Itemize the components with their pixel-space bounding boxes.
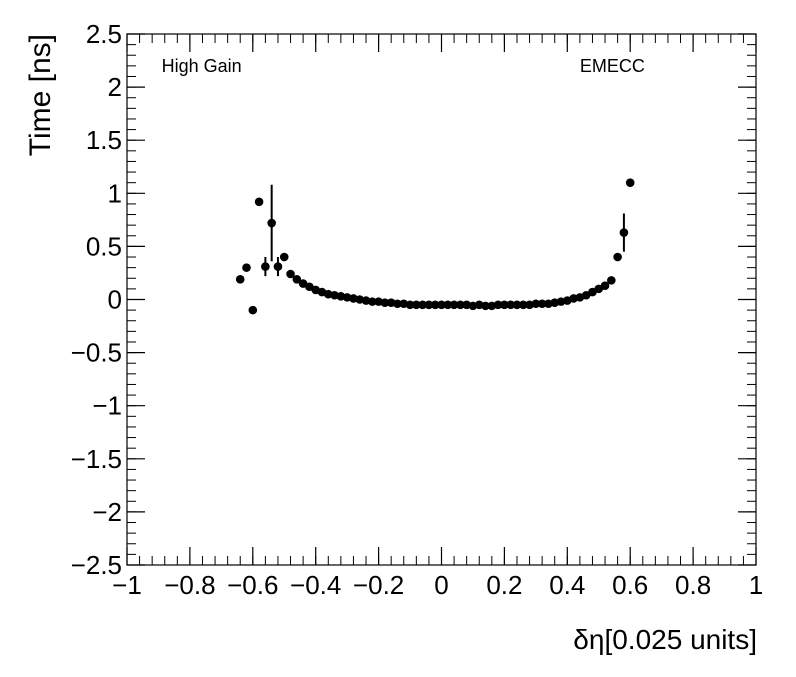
data-point	[493, 300, 503, 310]
data-point	[248, 305, 258, 315]
x-tick-label: 0.4	[549, 570, 585, 600]
x-axis-ticks	[126, 34, 757, 565]
data-point	[607, 276, 616, 285]
y-tick-label: 2	[108, 72, 122, 102]
x-tick-label: −0.8	[164, 570, 215, 600]
data-point	[405, 300, 415, 310]
y-tick-label: −2.5	[71, 550, 122, 580]
x-tick-label: −0.6	[227, 570, 278, 600]
data-point	[430, 300, 440, 310]
data-point	[418, 300, 427, 310]
data-point	[531, 299, 541, 309]
y-tick-label: 0.5	[86, 231, 122, 261]
data-point	[437, 300, 446, 310]
y-tick-label: 2.5	[86, 19, 122, 49]
x-tick-label: 1	[749, 570, 763, 600]
data-point	[368, 297, 377, 306]
x-axis-tick-labels: −1 −0.8 −0.6 −0.4 −0.2 0 0.2 0.4 0.6 0.8 1	[112, 570, 763, 600]
data-point	[518, 300, 528, 310]
data-point	[625, 178, 635, 187]
annotations: High Gain EMECC	[162, 56, 645, 76]
data-point	[261, 262, 270, 271]
data-point	[512, 300, 522, 310]
x-tick-label: −1	[112, 570, 142, 600]
y-tick-label: −1	[92, 391, 122, 421]
x-axis-label: δη[0.025 units]	[573, 624, 757, 655]
x-tick-label: 0.2	[486, 570, 522, 600]
y-axis-tick-labels: −2.5 −2 −1.5 −1 −0.5 0 0.5 1 1.5 2 2.5	[71, 19, 122, 580]
data-point	[267, 218, 276, 228]
y-tick-label: 1.5	[86, 125, 122, 155]
data-point	[242, 263, 251, 272]
data-point	[380, 298, 390, 307]
data-point	[506, 300, 515, 310]
plot-frame	[126, 33, 757, 566]
plot-annotation: High Gain	[162, 56, 242, 76]
data-point	[449, 300, 459, 310]
x-tick-label: −0.4	[290, 570, 341, 600]
x-tick-label: 0.6	[612, 570, 648, 600]
data-point	[279, 252, 289, 262]
y-tick-label: −0.5	[71, 338, 122, 368]
y-tick-label: 1	[108, 178, 122, 208]
data-point	[500, 300, 509, 310]
data-point	[481, 301, 490, 311]
x-tick-label: 0.8	[675, 570, 711, 600]
y-tick-label: −1.5	[71, 444, 122, 474]
data-point	[456, 300, 465, 310]
x-tick-label: −0.2	[353, 570, 404, 600]
data-point	[393, 299, 402, 309]
data-point	[619, 228, 629, 237]
data-point	[292, 275, 302, 284]
error-bars	[264, 184, 625, 277]
plot-annotation: EMECC	[580, 56, 645, 76]
y-axis-ticks	[127, 33, 756, 566]
data-point	[613, 252, 622, 262]
data-point	[600, 281, 610, 290]
data-point	[537, 299, 547, 309]
data-point	[235, 275, 245, 284]
data-points	[235, 178, 635, 315]
x-tick-label: 0	[434, 570, 448, 600]
data-point	[412, 300, 421, 310]
data-point	[286, 269, 295, 279]
data-point	[273, 262, 283, 271]
y-axis-label: Time [ns]	[24, 34, 57, 156]
y-tick-label: 0	[108, 285, 122, 315]
y-tick-label: −2	[92, 497, 122, 527]
data-point	[424, 300, 434, 310]
data-point	[254, 197, 264, 207]
data-point	[443, 300, 453, 310]
